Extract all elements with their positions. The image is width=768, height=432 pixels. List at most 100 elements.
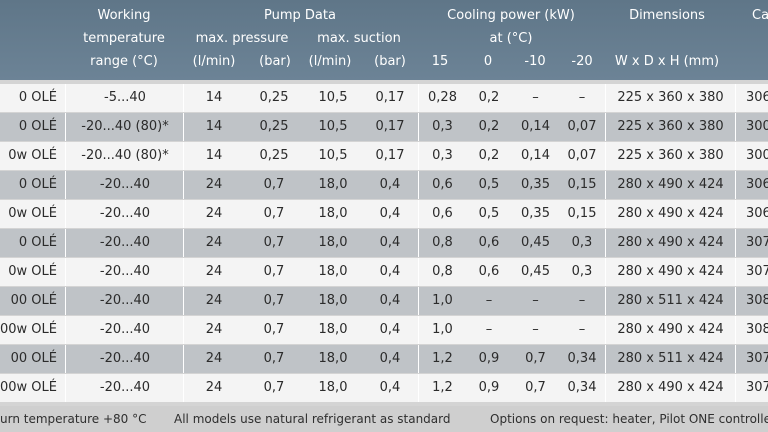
cell-cooling-15: 0,3 [432,148,453,163]
header-working-line2: temperature [83,31,165,46]
cell-dimensions: 280 x 511 x 424 [606,287,736,315]
cell-pressure-bar: 0,25 [259,119,289,134]
cell-cooling-15: 1,0 [432,293,453,308]
cell-working-temp: -20...40 (80)* [67,142,184,170]
cell-pressure-lmin: 14 [205,148,223,163]
cell-pressure-bar: 0,7 [263,206,285,221]
cell-suction-bar: 0,4 [362,229,419,257]
cell-cooling-m10: – [532,322,539,337]
table-footer: urn temperature +80 °C All models use na… [0,406,768,432]
table-row: 0 OLÉ -20...40 24 0,7 18,0 0,4 0,8 0,6 0,45 0,3 28… [0,229,768,257]
cell-suction-bar: 0,4 [362,316,419,344]
cell-suction-bar: 0,4 [362,345,419,373]
cell-pressure-bar: 0,7 [263,293,285,308]
cell-pressure-lmin: 24 [205,264,223,279]
cell-suction-lmin: 10,5 [318,119,348,134]
cell-suction-lmin: 18,0 [318,206,348,221]
cell-cooling-0: 0,5 [478,177,500,192]
table-row: 0 OLÉ -20...40 24 0,7 18,0 0,4 0,6 0,5 0,35 0,15 2… [0,171,768,199]
table-header: Working temperature range (°C) Pump Data… [0,0,768,80]
cell-cooling-m10: – [532,293,539,308]
header-wdh: W x D x H (mm) [614,54,720,69]
cell-dimensions: 280 x 490 x 424 [606,171,736,199]
cell-cooling-m10: 0,35 [521,177,550,192]
cell-cooling-m20: 0,3 [559,229,606,257]
cell-dimensions: 280 x 490 x 424 [606,258,736,286]
cell-cooling-0: – [485,322,493,337]
cell-suction-bar: 0,17 [362,113,419,141]
cell-cat-no: 3078 [746,351,768,366]
cell-cooling-m10: 0,45 [521,235,550,250]
cell-model: 0 OLÉ [0,84,66,112]
cell-pressure-lmin: 24 [205,293,223,308]
cell-model: 0w OLÉ [0,200,66,228]
table-row: 0 OLÉ -5...40 14 0,25 10,5 0,17 0,28 0,2– –225 x… [0,84,768,112]
cell-cooling-m10: 0,7 [525,351,546,366]
cell-pressure-bar: 0,25 [259,148,289,163]
table-row: 00w OLÉ -20...40 24 0,7 18,0 0,4 1,2 0,9 0,7 0,34… [0,374,768,402]
cell-dimensions: 225 x 360 x 380 [606,142,736,170]
cell-cat-no: 3065 [746,90,768,105]
cell-working-temp: -20...40 [67,374,184,402]
cell-working-temp: -20...40 [67,258,184,286]
cell-model: 00w OLÉ [0,374,66,402]
cell-dimensions: 280 x 490 x 424 [606,229,736,257]
cell-working-temp: -20...40 [67,345,184,373]
cell-cooling-15: 0,6 [432,177,453,192]
cell-model: 0 OLÉ [0,113,66,141]
cell-suction-lmin: 18,0 [318,177,348,192]
cell-cooling-0: 0,2 [478,119,500,134]
cell-suction-lmin: 18,0 [318,264,348,279]
cell-cooling-15: 0,28 [428,90,457,105]
cell-pressure-lmin: 14 [205,119,223,134]
cell-cooling-15: 1,0 [432,322,453,337]
cell-suction-lmin: 18,0 [318,293,348,308]
cell-pressure-bar: 0,7 [263,322,285,337]
cell-cooling-m20: – [559,287,606,315]
cell-cooling-15: 1,2 [432,351,453,366]
table-row: 0w OLÉ -20...40 24 0,7 18,0 0,4 0,6 0,5 0,35 0,15… [0,200,768,228]
cell-cooling-m10: 0,14 [521,119,550,134]
cell-pressure-bar: 0,7 [263,351,285,366]
cell-model: 0w OLÉ [0,142,66,170]
table-row: 0w OLÉ -20...40 (80)* 14 0,25 10,5 0,17 0,3 0,2… [0,142,768,170]
header-pump-data: Pump Data [264,8,336,23]
footer-note-return-temp: urn temperature +80 °C [0,412,147,426]
header-max-pressure: max. pressure [195,31,289,46]
cell-suction-lmin: 10,5 [318,90,348,105]
table-row: 00 OLÉ -20...40 24 0,7 18,0 0,4 1,2 0,9 0,7 0,34 2… [0,345,768,373]
cell-cooling-m20: 0,34 [559,345,606,373]
table-row: 0w OLÉ -20...40 24 0,7 18,0 0,4 0,8 0,6 0,45 0,3 2… [0,258,768,286]
cell-suction-bar: 0,4 [362,374,419,402]
cell-suction-bar: 0,4 [362,200,419,228]
cell-cooling-15: 0,3 [432,119,453,134]
cell-suction-bar: 0,17 [362,142,419,170]
cell-model: 00 OLÉ [0,345,66,373]
cell-cooling-m20: – [559,84,606,112]
header-cooling-power: Cooling power (kW) [447,8,575,23]
header-dimensions: Dimensions [629,8,705,23]
table-row: 00w OLÉ -20...40 24 0,7 18,0 0,4 1,0– – –280 x 4… [0,316,768,344]
cell-cooling-15: 0,6 [432,206,453,221]
cell-cat-no: 3079 [746,235,768,250]
cell-cat-no: 3006 [746,119,768,134]
cell-model: 00 OLÉ [0,287,66,315]
cell-suction-lmin: 18,0 [318,235,348,250]
cell-cat-no: 3066 [746,177,768,192]
cell-working-temp: -20...40 [67,171,184,199]
cell-model: 0 OLÉ [0,229,66,257]
cell-suction-bar: 0,17 [362,84,419,112]
cell-cooling-m20: 0,15 [559,200,606,228]
cell-pressure-lmin: 24 [205,206,223,221]
cell-suction-bar: 0,4 [362,171,419,199]
footer-note-options: Options on request: heater, Pilot ONE co… [490,412,768,426]
cell-working-temp: -20...40 (80)* [67,113,184,141]
cell-cooling-m10: 0,7 [525,380,546,395]
header-max-suction: max. suction [317,31,401,46]
header-pressure-bar: (bar) [259,54,291,69]
cell-working-temp: -20...40 [67,200,184,228]
cell-cooling-m10: 0,35 [521,206,550,221]
cell-dimensions: 280 x 490 x 424 [606,200,736,228]
